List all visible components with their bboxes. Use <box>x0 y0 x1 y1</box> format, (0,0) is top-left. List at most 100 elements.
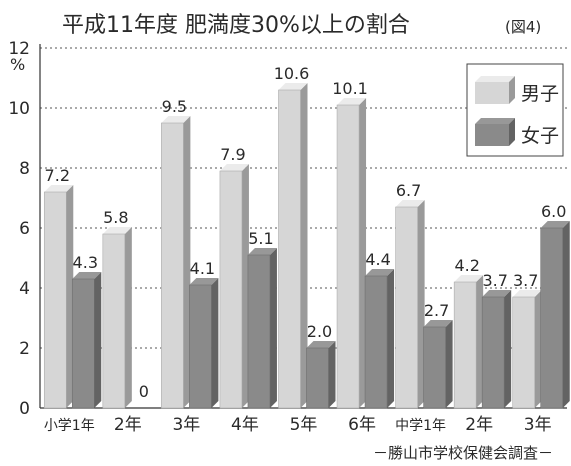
x-tick-label: 6年 <box>348 415 376 435</box>
bar <box>189 284 212 409</box>
bar-side <box>269 248 277 408</box>
bar <box>161 122 184 409</box>
data-label: 4.1 <box>190 259 215 278</box>
bar <box>364 275 388 409</box>
bar-side <box>562 221 570 408</box>
data-label: 6.0 <box>541 202 566 221</box>
legend-swatch-top <box>475 76 515 82</box>
data-label: 6.7 <box>396 181 421 200</box>
bar-top <box>161 116 191 123</box>
data-label: 7.2 <box>45 166 70 185</box>
bar <box>540 227 564 409</box>
x-axis: 小学1年 2年 3年 4年 5年 6年 中学1年 2年 3年 <box>44 415 552 435</box>
bar-top <box>482 290 512 297</box>
source-note: －勝山市学校保健会調査－ <box>373 444 553 462</box>
data-label: 7.9 <box>220 145 245 164</box>
x-tick-label: 2年 <box>465 415 493 435</box>
bar-side <box>504 290 512 408</box>
x-tick-label: 中学1年 <box>395 418 446 434</box>
bar <box>481 296 505 409</box>
x-tick-label: 2年 <box>114 415 142 435</box>
bar <box>247 254 271 409</box>
data-label: 3.7 <box>482 271 507 290</box>
bar <box>395 206 418 409</box>
data-label: 9.5 <box>162 97 187 116</box>
bar-side <box>183 116 191 408</box>
y-tick-label: 2 <box>19 339 30 359</box>
x-tick-label: 3年 <box>524 415 552 435</box>
y-tick-label: 4 <box>19 279 30 299</box>
data-label: 5.1 <box>248 229 273 248</box>
y-axis: 0 2 4 6 8 10 12 <box>8 39 30 419</box>
bar-top <box>454 275 484 282</box>
x-tick-label: 4年 <box>231 415 259 435</box>
data-label: 4.2 <box>454 256 479 275</box>
bar-side <box>359 98 367 408</box>
x-tick-label: 小学1年 <box>44 418 95 434</box>
y-tick-label: 12 <box>8 39 30 59</box>
bar-top <box>72 272 102 279</box>
grid <box>39 44 567 409</box>
data-label: 2.0 <box>307 322 332 341</box>
bar-side <box>66 185 74 408</box>
bar-top <box>423 320 453 327</box>
bar-top <box>365 269 395 276</box>
bar <box>336 104 360 409</box>
bar-side <box>445 320 453 408</box>
data-label: 3.7 <box>513 271 538 290</box>
legend-swatch <box>475 124 509 146</box>
bar <box>102 233 126 409</box>
bar-top <box>278 83 308 90</box>
bar-side <box>300 83 308 408</box>
bar-side <box>534 290 542 408</box>
data-label: 10.6 <box>274 64 310 83</box>
bar-side <box>328 341 336 408</box>
y-tick-label: 10 <box>8 99 30 119</box>
data-label: 5.8 <box>103 208 128 227</box>
data-label: 4.4 <box>365 250 390 269</box>
y-tick-label: 8 <box>19 159 30 179</box>
bar-top <box>219 164 249 171</box>
chart-title: 平成11年度 肥満度30%以上の割合 <box>62 13 410 38</box>
bars: 7.2 4.3 5.8 0 9.5 4.1 7.9 5.1 10.6 2.0 10.1 4.4 6.7 2… <box>43 64 570 409</box>
legend-swatch-top <box>475 118 515 124</box>
bar <box>306 347 329 409</box>
bar <box>219 170 243 409</box>
data-label: 10.1 <box>332 79 368 98</box>
bar-top <box>337 98 367 105</box>
legend-label: 男子 <box>521 83 559 105</box>
legend-label: 女子 <box>521 125 559 147</box>
data-label: 2.7 <box>424 301 449 320</box>
figure-label: (図4) <box>505 18 541 36</box>
bar <box>278 89 301 409</box>
bar-top <box>306 341 336 348</box>
y-tick-label: 0 <box>19 399 30 419</box>
bar-side <box>94 272 102 408</box>
data-label: 4.3 <box>73 253 98 272</box>
legend-swatch <box>475 82 509 104</box>
bar-side <box>387 269 395 408</box>
bar <box>512 296 536 409</box>
legend-swatch-side <box>509 76 515 104</box>
bar-side <box>476 275 484 408</box>
bar <box>71 278 95 409</box>
bar-top <box>44 185 74 192</box>
bar-top <box>247 248 277 255</box>
bar-top <box>395 200 425 207</box>
x-tick-label: 5年 <box>290 415 318 435</box>
x-tick-label: 3年 <box>172 415 200 435</box>
bar-top <box>189 278 219 285</box>
bar-top <box>540 221 570 228</box>
data-label: 0 <box>139 382 149 401</box>
bar <box>423 326 446 409</box>
bar-side <box>124 227 132 408</box>
y-tick-label: 6 <box>19 219 30 239</box>
bar <box>43 191 67 409</box>
bar <box>453 281 477 409</box>
y-unit-label: % <box>10 55 25 74</box>
bar-top <box>102 227 132 234</box>
bar-side <box>417 200 425 408</box>
bar-side <box>211 278 219 408</box>
